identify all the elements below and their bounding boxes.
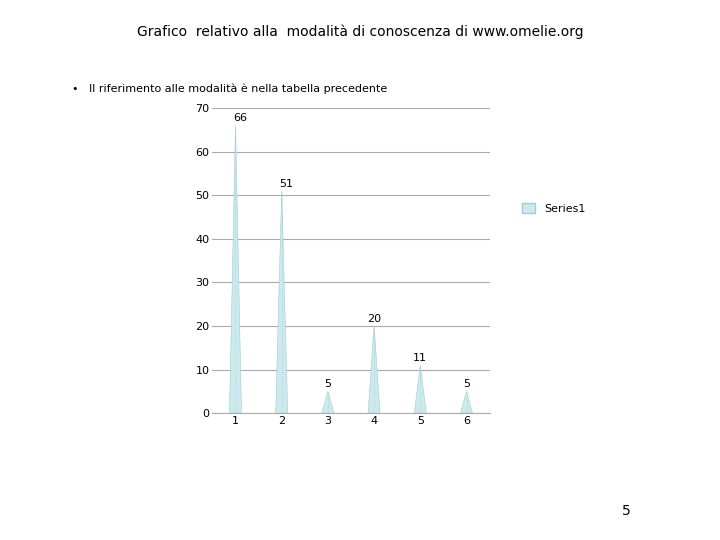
Text: •   Il riferimento alle modalità è nella tabella precedente: • Il riferimento alle modalità è nella t… <box>72 84 387 94</box>
Text: Grafico  relativo alla  modalità di conoscenza di www.omelie.org: Grafico relativo alla modalità di conosc… <box>137 24 583 39</box>
Text: 51: 51 <box>279 179 293 188</box>
Polygon shape <box>414 365 426 413</box>
Text: 11: 11 <box>413 353 427 363</box>
Polygon shape <box>230 125 241 413</box>
Text: 5: 5 <box>463 379 470 389</box>
Legend: Series1: Series1 <box>518 199 590 218</box>
Text: 5: 5 <box>622 504 631 518</box>
Text: 20: 20 <box>367 314 381 324</box>
Polygon shape <box>276 191 288 413</box>
Polygon shape <box>368 326 380 413</box>
Text: 66: 66 <box>233 113 247 123</box>
Polygon shape <box>461 392 472 413</box>
Text: 5: 5 <box>325 379 331 389</box>
Polygon shape <box>322 392 334 413</box>
